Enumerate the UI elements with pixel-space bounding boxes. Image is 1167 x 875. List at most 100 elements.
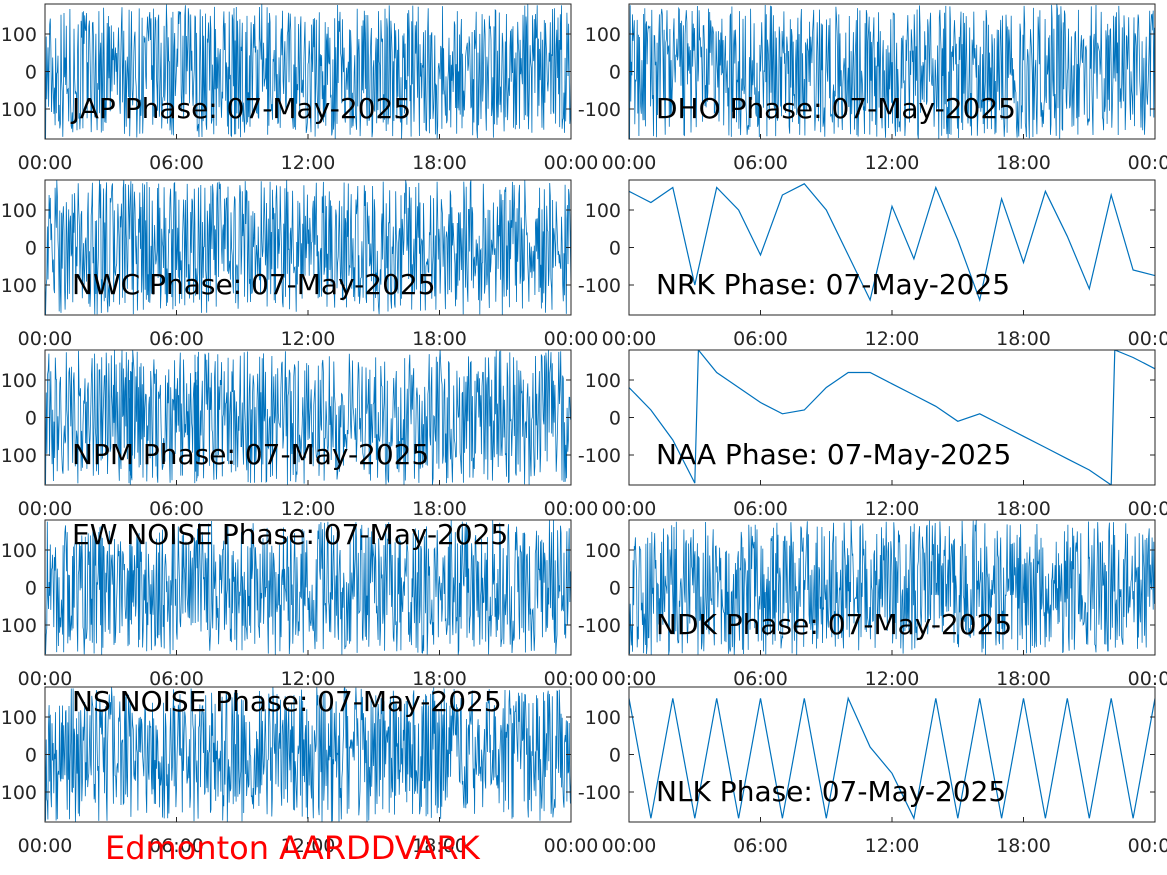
y-tick-label: 0	[609, 745, 621, 767]
x-tick-label: 06:00	[733, 668, 788, 690]
panel-6: 100 0 -100 00:00 06:00 12:00 18:00 00:00 NAA Pha…	[578, 349, 1167, 520]
y-tick-label: -100	[578, 99, 621, 121]
y-tick-label: 0	[25, 238, 37, 260]
x-tick-label: 00:00	[1128, 668, 1167, 690]
x-tick-label: 18:00	[996, 152, 1051, 174]
y-tick-label: 0	[25, 578, 37, 600]
panel-title: EW NOISE Phase: 07-May-2025	[72, 518, 508, 551]
phase-series	[45, 4, 571, 139]
x-tick-label: 00:00	[544, 328, 599, 350]
x-tick-label: 12:00	[281, 328, 336, 350]
x-tick-label: 12:00	[865, 835, 920, 857]
y-tick-label: -100	[578, 445, 621, 467]
x-tick-label: 12:00	[865, 328, 920, 350]
x-tick-label: 00:00	[602, 835, 657, 857]
y-tick-label: 100	[1, 99, 37, 121]
x-tick-label: 00:00	[18, 835, 73, 857]
x-tick-label: 12:00	[281, 668, 336, 690]
x-tick-label: 00:00	[544, 498, 599, 520]
y-tick-label: -100	[578, 275, 621, 297]
y-tick-label: 0	[609, 62, 621, 84]
x-tick-label: 18:00	[996, 328, 1051, 350]
panel-10: 100 0 -100 00:00 06:00 12:00 18:00 00:00 NLK Pha…	[578, 686, 1167, 857]
x-tick-label: 06:00	[733, 835, 788, 857]
x-tick-label: 18:00	[412, 498, 467, 520]
y-tick-label: -100	[578, 615, 621, 637]
y-tick-label: 100	[1, 615, 37, 637]
x-tick-label: 12:00	[865, 498, 920, 520]
x-tick-label: 12:00	[865, 668, 920, 690]
phase-series	[629, 350, 1155, 485]
x-tick-label: 06:00	[733, 498, 788, 520]
x-tick-label: 18:00	[412, 668, 467, 690]
x-tick-label: 18:00	[412, 835, 467, 857]
x-tick-label: 18:00	[996, 498, 1051, 520]
y-tick-label: 0	[25, 408, 37, 430]
x-tick-label: 18:00	[412, 152, 467, 174]
panel-7: 100 0 100 00:00 06:00 12:00 18:00 00:00 EW NOISE…	[1, 518, 599, 690]
x-tick-label: 00:00	[544, 668, 599, 690]
x-tick-label: 00:00	[1128, 152, 1167, 174]
x-tick-label: 12:00	[281, 498, 336, 520]
x-tick-label: 00:00	[18, 328, 73, 350]
panel-9: 100 0 100 00:00 06:00 12:00 18:00 00:00 NS NOISE…	[1, 685, 599, 857]
y-tick-label: 100	[1, 275, 37, 297]
y-tick-label: 100	[1, 540, 37, 562]
phase-series	[45, 350, 571, 485]
panel-1: 100 0 100 00:00 06:00 12:00 18:00 00:00 JAP Phas…	[1, 3, 599, 174]
x-tick-label: 12:00	[865, 152, 920, 174]
y-tick-label: 100	[585, 540, 621, 562]
y-tick-label: 100	[1, 200, 37, 222]
y-tick-label: 100	[1, 782, 37, 804]
x-tick-label: 06:00	[149, 835, 204, 857]
panel-2: 100 0 -100 00:00 06:00 12:00 18:00 00:00 DHO Pha…	[578, 3, 1167, 174]
panel-title: NS NOISE Phase: 07-May-2025	[72, 685, 502, 718]
x-tick-label: 12:00	[281, 152, 336, 174]
panel-title: NPM Phase: 07-May-2025	[72, 438, 429, 471]
panel-5: 100 0 100 00:00 06:00 12:00 18:00 00:00 NPM Phas…	[1, 349, 599, 520]
panel-title: JAP Phase: 07-May-2025	[70, 92, 411, 125]
x-tick-label: 18:00	[412, 328, 467, 350]
x-tick-label: 06:00	[149, 152, 204, 174]
panel-title: NWC Phase: 07-May-2025	[72, 268, 436, 301]
y-tick-label: 100	[585, 370, 621, 392]
x-tick-label: 00:00	[602, 328, 657, 350]
phase-series	[45, 687, 571, 822]
y-tick-label: 100	[1, 445, 37, 467]
x-tick-label: 06:00	[733, 328, 788, 350]
x-tick-label: 18:00	[996, 835, 1051, 857]
y-tick-label: 100	[585, 24, 621, 46]
panel-8: 100 0 -100 00:00 06:00 12:00 18:00 00:00 NDK Pha…	[578, 519, 1167, 690]
x-tick-label: 18:00	[996, 668, 1051, 690]
panel-4: 100 0 -100 00:00 06:00 12:00 18:00 00:00 NRK Pha…	[578, 179, 1167, 350]
station-footer: Edmonton AARDDVARK	[105, 829, 480, 867]
y-tick-label: -100	[578, 782, 621, 804]
y-tick-label: 0	[25, 62, 37, 84]
y-tick-label: 100	[1, 707, 37, 729]
x-tick-label: 00:00	[1128, 498, 1167, 520]
x-tick-label: 06:00	[733, 152, 788, 174]
panel-title: NRK Phase: 07-May-2025	[656, 268, 1010, 301]
panel-3: 100 0 100 00:00 06:00 12:00 18:00 00:00 NWC Phas…	[1, 179, 599, 350]
x-tick-label: 06:00	[149, 668, 204, 690]
x-tick-label: 00:00	[602, 152, 657, 174]
x-tick-label: 00:00	[18, 668, 73, 690]
phase-series	[629, 183, 1155, 303]
panel-title: DHO Phase: 07-May-2025	[656, 92, 1016, 125]
x-tick-label: 00:00	[544, 152, 599, 174]
y-tick-label: 100	[585, 200, 621, 222]
y-tick-label: 100	[1, 370, 37, 392]
panel-title: NDK Phase: 07-May-2025	[656, 608, 1012, 641]
x-tick-label: 00:00	[18, 498, 73, 520]
x-tick-label: 00:00	[544, 835, 599, 857]
x-tick-label: 12:00	[281, 835, 336, 857]
panel-title: NAA Phase: 07-May-2025	[656, 438, 1011, 471]
y-tick-label: 0	[25, 745, 37, 767]
phase-series	[629, 4, 1155, 139]
x-tick-label: 00:00	[1128, 835, 1167, 857]
y-tick-label: 100	[585, 707, 621, 729]
x-tick-label: 06:00	[149, 328, 204, 350]
x-tick-label: 00:00	[1128, 328, 1167, 350]
x-tick-label: 00:00	[602, 498, 657, 520]
